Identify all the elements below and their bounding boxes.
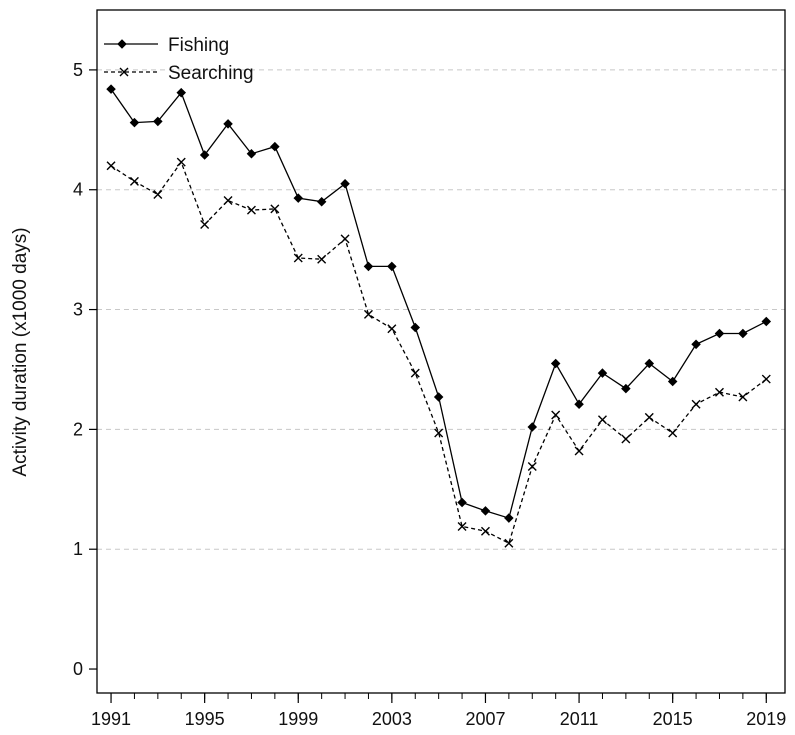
- data-point: [644, 412, 654, 422]
- x-tick-label: 2007: [465, 709, 505, 729]
- data-point: [316, 196, 327, 207]
- legend-label: Searching: [168, 63, 254, 84]
- data-point: [153, 116, 163, 127]
- series-line: [110, 160, 767, 545]
- y-tick-label: 2: [73, 419, 83, 439]
- data-point: [527, 422, 538, 432]
- data-point: [714, 328, 725, 339]
- data-point: [621, 383, 631, 394]
- data-point: [246, 149, 257, 159]
- x-tick-label: 2019: [746, 709, 786, 729]
- x-tick-label: 2015: [653, 709, 693, 729]
- legend-entry-searching: Searching: [104, 63, 254, 84]
- data-point: [200, 219, 210, 229]
- plot-frame: [96, 9, 786, 694]
- data-point: [574, 446, 584, 456]
- x-tick-label: 1995: [185, 709, 225, 729]
- data-point: [410, 368, 420, 378]
- data-point: [387, 324, 397, 334]
- data-point: [714, 387, 724, 397]
- legend-marker: [117, 39, 127, 49]
- series-searching: [106, 157, 771, 548]
- legend-marker: [119, 67, 129, 77]
- data-point: [340, 178, 350, 189]
- data-point: [504, 538, 514, 548]
- y-tick-label: 5: [73, 60, 83, 80]
- data-point: [293, 253, 303, 263]
- data-point: [223, 119, 233, 129]
- data-point: [738, 392, 748, 402]
- data-point: [480, 526, 490, 536]
- legend-label: Fishing: [168, 35, 229, 56]
- data-point: [176, 87, 187, 98]
- y-tick-label: 4: [73, 180, 83, 200]
- data-point: [597, 415, 607, 425]
- y-tick-label: 3: [73, 300, 83, 320]
- x-tick-label: 1999: [278, 709, 318, 729]
- data-point: [223, 196, 233, 206]
- x-tick-label: 2011: [560, 709, 599, 729]
- data-point: [761, 374, 771, 384]
- data-point: [129, 176, 139, 186]
- data-point: [527, 462, 537, 472]
- y-axis-title: Activity duration (x1000 days): [10, 227, 31, 476]
- data-point: [550, 358, 561, 369]
- data-point: [574, 399, 584, 409]
- y-tick-label: 0: [73, 659, 83, 679]
- legend: Fishing Searching: [104, 35, 254, 84]
- data-point: [691, 399, 701, 409]
- data-point: [387, 261, 397, 272]
- data-point: [691, 339, 701, 350]
- data-point: [153, 190, 163, 200]
- data-point: [246, 205, 256, 215]
- data-point: [667, 376, 678, 387]
- axes: 0 1 2 3 4 5 1991 1995 1999 2003 2007 2011 2015 2019: [73, 60, 786, 729]
- data-point: [433, 392, 444, 402]
- data-point: [621, 434, 631, 444]
- data-point: [410, 322, 421, 333]
- data-point: [434, 428, 444, 438]
- data-point: [597, 368, 608, 378]
- series-fishing: [106, 84, 772, 523]
- data-point: [106, 161, 116, 171]
- data-point: [270, 141, 280, 152]
- data-point: [457, 521, 467, 531]
- data-point: [644, 358, 655, 369]
- data-point: [504, 513, 514, 523]
- data-point: [363, 261, 374, 272]
- x-tick-label: 2003: [372, 709, 412, 729]
- series: [106, 84, 772, 548]
- data-point: [668, 428, 678, 438]
- data-point: [270, 204, 280, 214]
- data-point: [480, 506, 491, 516]
- data-point: [363, 309, 373, 319]
- x-tick-label: 1991: [91, 709, 131, 729]
- data-point: [457, 497, 467, 508]
- data-point: [551, 410, 561, 420]
- data-point: [129, 117, 140, 128]
- data-point: [317, 254, 327, 264]
- data-point: [738, 328, 748, 339]
- data-point: [761, 316, 772, 327]
- legend-entry-fishing: Fishing: [104, 35, 229, 56]
- data-point: [176, 157, 186, 167]
- y-tick-label: 1: [73, 539, 83, 559]
- data-point: [340, 234, 350, 244]
- data-point: [293, 193, 304, 203]
- series-line: [110, 88, 767, 519]
- data-point: [199, 150, 210, 160]
- data-point: [106, 84, 116, 94]
- gridlines: [97, 69, 785, 550]
